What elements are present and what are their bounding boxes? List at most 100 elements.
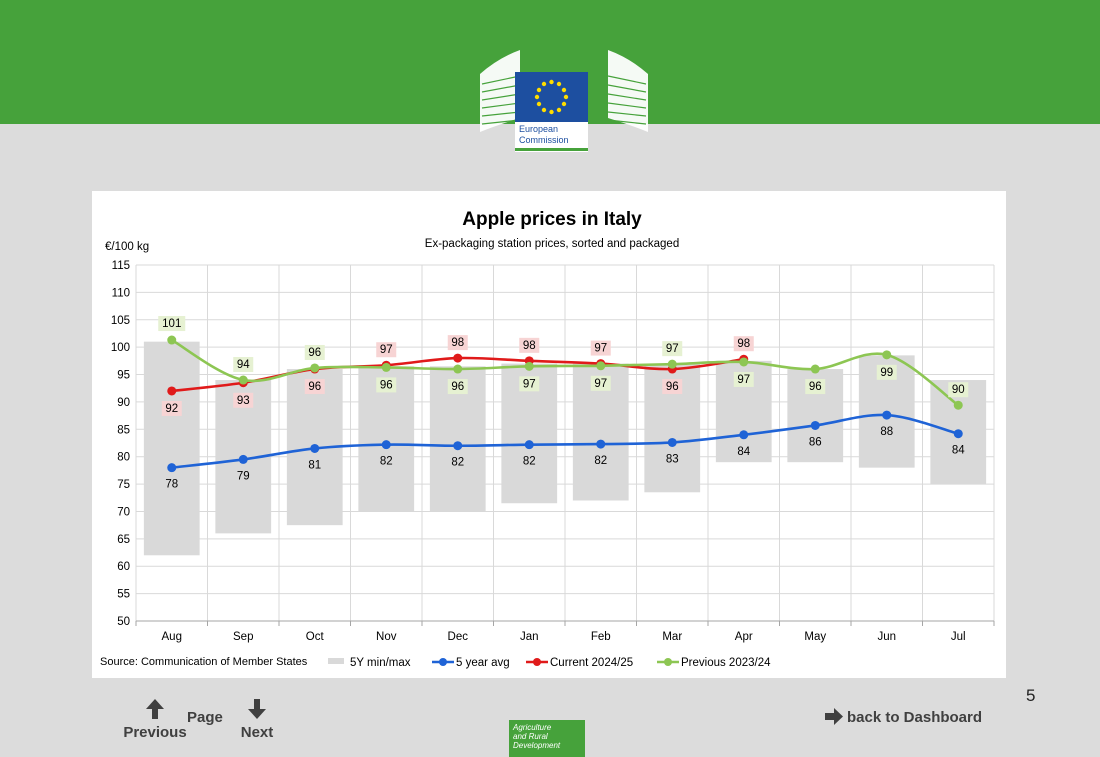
data-label-box — [233, 392, 254, 408]
legend-swatch-dot — [439, 658, 447, 666]
data-label: 93 — [237, 395, 250, 407]
y-tick-label: 50 — [117, 616, 130, 628]
data-point — [524, 361, 534, 371]
data-point — [310, 443, 320, 453]
data-point — [739, 430, 749, 440]
data-point — [882, 410, 892, 420]
x-tick-label: Jun — [877, 631, 896, 643]
data-label: 98 — [737, 338, 750, 350]
data-label-box — [662, 341, 683, 357]
y-tick-label: 95 — [117, 370, 130, 382]
data-label: 96 — [308, 347, 321, 359]
next-label: Next — [240, 724, 274, 741]
data-label-box — [876, 364, 897, 380]
previous-label: Previous — [123, 724, 187, 741]
data-label: 96 — [451, 381, 464, 393]
data-point — [667, 359, 677, 369]
page-number: 5 — [1026, 686, 1036, 705]
y-tick-label: 60 — [117, 561, 130, 573]
european-commission-logo: European Commission — [480, 50, 648, 152]
x-tick-label: Aug — [162, 631, 182, 643]
data-point — [882, 350, 892, 360]
data-point — [238, 454, 248, 464]
data-point — [167, 463, 177, 473]
chart-subtitle: Ex-packaging station prices, sorted and … — [425, 238, 679, 250]
x-tick-label: Mar — [662, 631, 682, 643]
data-label-box — [376, 377, 397, 393]
data-label: 98 — [523, 340, 536, 352]
badge-line1: Agriculture — [513, 723, 552, 732]
back-to-dashboard-link[interactable]: back to Dashboard — [824, 708, 982, 726]
legend-label: Current 2024/25 — [550, 657, 633, 669]
data-label: 81 — [308, 459, 321, 471]
data-label-box — [733, 336, 754, 352]
data-label: 83 — [666, 453, 679, 465]
data-point — [453, 353, 463, 363]
y-tick-label: 70 — [117, 506, 130, 518]
x-tick-label: May — [804, 631, 826, 643]
y-tick-label: 65 — [117, 534, 130, 546]
data-label-box — [662, 379, 683, 395]
data-label: 88 — [880, 426, 893, 438]
y-tick-label: 80 — [117, 452, 130, 464]
data-label: 97 — [594, 378, 607, 390]
data-point — [238, 375, 248, 385]
y-tick-label: 55 — [117, 589, 130, 601]
data-label: 101 — [162, 318, 181, 330]
logo-text-line1: European — [519, 124, 558, 134]
data-label: 84 — [737, 446, 750, 458]
data-label: 99 — [880, 367, 893, 379]
previous-page-button[interactable]: Previous — [122, 698, 188, 741]
data-label: 97 — [737, 374, 750, 386]
x-tick-label: Jan — [520, 631, 539, 643]
series-line — [171, 413, 959, 469]
badge-line2: and Rural — [513, 732, 548, 741]
range-bar — [143, 341, 200, 556]
data-label: 96 — [809, 381, 822, 393]
arrow-up-icon — [146, 699, 164, 719]
data-point — [596, 439, 606, 449]
data-label-box — [161, 400, 182, 416]
source-note: Source: Communication of Member States — [100, 656, 308, 668]
y-tick-label: 85 — [117, 424, 130, 436]
series-line — [171, 338, 960, 407]
data-label: 97 — [594, 343, 607, 355]
legend-swatch-dot — [664, 658, 672, 666]
data-label-box — [447, 379, 468, 395]
data-label-box — [519, 337, 540, 353]
data-label: 97 — [666, 343, 679, 355]
data-point — [596, 361, 606, 371]
data-label-box — [948, 382, 969, 398]
data-point — [667, 437, 677, 447]
data-label: 84 — [952, 445, 965, 457]
x-tick-label: Dec — [448, 631, 469, 643]
data-label: 78 — [165, 479, 178, 491]
arrow-down-icon — [248, 699, 266, 719]
y-tick-label: 100 — [111, 342, 130, 354]
data-point — [810, 364, 820, 374]
chart-title: Apple prices in Italy — [462, 209, 642, 230]
x-tick-label: Apr — [735, 631, 753, 643]
legend-label: Previous 2023/24 — [681, 657, 771, 669]
y-tick-label: 90 — [117, 397, 130, 409]
data-label-box — [304, 344, 325, 360]
page-label: Page — [187, 709, 223, 726]
data-label-box — [733, 371, 754, 387]
y-tick-label: 105 — [111, 315, 130, 327]
data-label-box — [805, 379, 826, 395]
next-page-button[interactable]: Next — [234, 698, 280, 741]
data-point — [167, 386, 177, 396]
data-label: 82 — [451, 457, 464, 469]
apple-price-chart: Apple prices in Italy Ex-packaging stati… — [100, 209, 995, 669]
data-label-box — [447, 335, 468, 351]
data-point — [453, 441, 463, 451]
data-label-box — [233, 357, 254, 373]
badge-line3: Development — [513, 741, 561, 750]
data-point — [310, 363, 320, 373]
data-point — [453, 364, 463, 374]
data-point — [524, 440, 534, 450]
data-label: 98 — [451, 337, 464, 349]
data-point — [953, 429, 963, 439]
data-point — [381, 440, 391, 450]
dashboard-label: back to Dashboard — [847, 709, 983, 726]
